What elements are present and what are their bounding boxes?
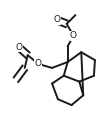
Text: O: O	[53, 15, 60, 25]
Text: O: O	[15, 43, 22, 52]
Text: O: O	[70, 31, 77, 40]
Text: O: O	[35, 59, 42, 68]
